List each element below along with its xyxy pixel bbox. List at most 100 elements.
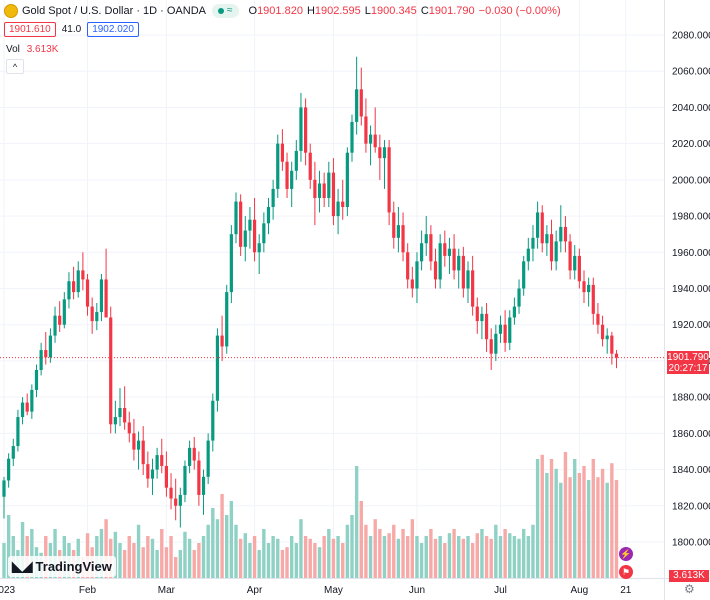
candle-body (225, 292, 229, 347)
candle (359, 67, 363, 126)
volume-bar (368, 536, 373, 578)
volume-bar (475, 533, 479, 578)
volume-legend[interactable]: Vol 3.613K (6, 44, 58, 55)
candle (327, 161, 331, 208)
candle-body (359, 89, 363, 117)
candle-body (308, 152, 312, 180)
candle-body (554, 241, 558, 262)
candle (67, 272, 71, 309)
time-tick-label: Aug (570, 585, 588, 596)
candle (280, 129, 284, 171)
ohlc-open-value: 1901.820 (257, 5, 303, 17)
buy-price-button[interactable]: 1902.020 (87, 22, 139, 37)
volume-bar (540, 454, 544, 578)
volume-bar (280, 550, 285, 578)
candle (526, 237, 530, 271)
candle-body (252, 219, 257, 253)
volume-bar (243, 533, 247, 578)
volume-bar (577, 473, 582, 578)
volume-bar (2, 543, 6, 578)
volume-bar (392, 524, 396, 578)
candle-body (429, 234, 433, 262)
volume-bar (229, 501, 234, 578)
candle-body (76, 270, 80, 293)
price-tick-label: 2000.000 (672, 175, 710, 186)
volume-bar (484, 536, 489, 578)
candle-body (526, 248, 530, 262)
volume-bar (508, 533, 512, 578)
tradingview-logo[interactable]: ◣◢ TradingView (8, 556, 116, 577)
candle-body (44, 350, 48, 358)
price-change: −0.030 (−0.00%) (478, 5, 561, 17)
lightning-event-icon[interactable]: ⚡ (619, 547, 633, 561)
candle-body (280, 143, 284, 162)
candle (382, 140, 387, 189)
candle-body (517, 288, 521, 307)
symbol-title[interactable]: Gold Spot / U.S. Dollar · 1D · OANDA (22, 5, 206, 17)
volume-bar (313, 543, 317, 578)
sell-price-button[interactable]: 1901.610 (4, 22, 56, 37)
candle (494, 324, 498, 361)
candle-body (313, 179, 317, 198)
candle-body (7, 458, 11, 481)
volume-bar (155, 550, 159, 578)
volume-bar (206, 524, 210, 578)
ohlc-open-key: O (248, 5, 258, 17)
candle-body (25, 402, 29, 412)
candle-body (401, 225, 405, 253)
volume-legend-value: 3.613K (26, 44, 59, 55)
candle-body (266, 207, 271, 224)
candle (549, 219, 554, 271)
candle (48, 328, 52, 363)
candle (30, 384, 34, 419)
volume-bar (573, 459, 577, 578)
candle (95, 302, 99, 331)
volume-bar (30, 529, 34, 578)
candle-body (257, 243, 261, 253)
candle (215, 328, 220, 412)
price-tick-label: 2040.000 (672, 103, 710, 114)
candle (62, 292, 66, 329)
candle (401, 212, 405, 262)
economic-event-flag-icon[interactable]: ⚑ (619, 565, 633, 579)
volume-bar (178, 550, 183, 578)
gold-symbol-icon[interactable] (4, 4, 18, 18)
candle (132, 418, 136, 461)
candle (545, 225, 549, 256)
candle (591, 277, 595, 325)
candle-body (540, 212, 544, 244)
volume-bar (387, 533, 391, 578)
candle (577, 248, 581, 289)
volume-bar (104, 519, 108, 578)
volume-bar (150, 538, 155, 578)
candle (160, 438, 164, 474)
volume-bar (132, 543, 136, 578)
candle (536, 201, 540, 249)
candle-body (90, 306, 94, 322)
candle-body (183, 465, 187, 495)
volume-bar (568, 477, 572, 578)
candle-body (113, 417, 117, 425)
volume-bar (378, 529, 382, 578)
collapse-legend-button[interactable]: ^ (6, 59, 24, 74)
candle-body (294, 150, 298, 171)
candle-body (192, 447, 196, 461)
candle (118, 388, 122, 427)
candle-body (355, 89, 359, 122)
time-tick-label: Feb (79, 585, 97, 596)
market-status-pill[interactable]: ≈ (212, 4, 239, 18)
volume-bar (457, 536, 461, 578)
candle (127, 411, 131, 443)
volume-bar (317, 547, 322, 578)
candle-body (614, 353, 619, 358)
settings-gear-icon[interactable]: ⚙ (684, 582, 695, 596)
volume-bar (470, 543, 475, 578)
candle (378, 134, 382, 180)
candle-body (178, 494, 182, 506)
volume-bar (187, 538, 192, 578)
candle (484, 302, 489, 352)
volume-bar (498, 536, 503, 578)
volume-bar (164, 547, 169, 578)
candle (234, 192, 238, 244)
